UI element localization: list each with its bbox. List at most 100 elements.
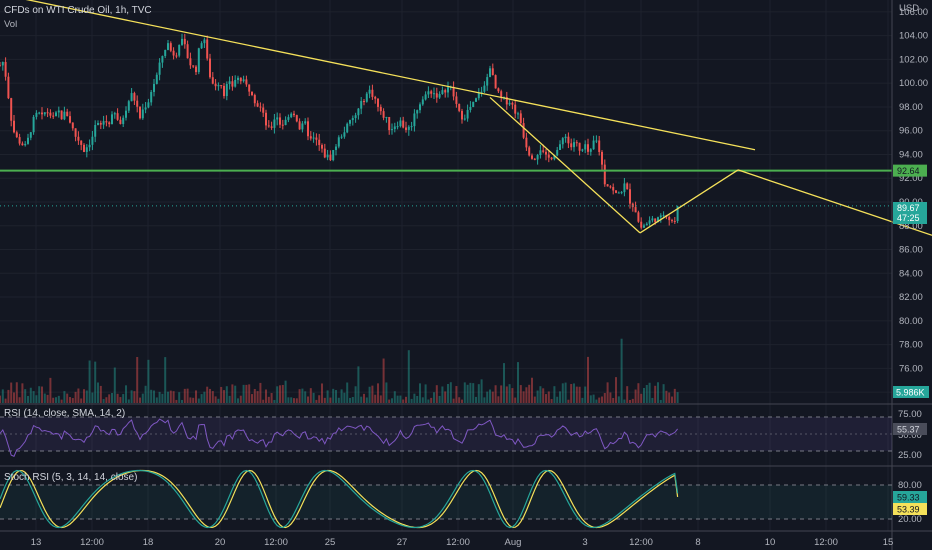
candle-body <box>248 84 251 92</box>
time-tick: 12:00 <box>814 537 838 548</box>
volume-bar <box>133 391 136 403</box>
candle-body <box>113 113 116 115</box>
volume-bar <box>251 394 253 403</box>
candle-body <box>88 144 91 148</box>
volume-bar <box>307 396 309 403</box>
candle-body <box>63 111 66 120</box>
candle-body <box>231 81 234 87</box>
rsi-badge[interactable] <box>893 423 927 435</box>
volume-bar <box>52 397 55 403</box>
stoch-d-badge[interactable] <box>893 503 927 515</box>
trendline[interactable] <box>737 169 932 236</box>
candle-body <box>578 142 581 151</box>
volume-bar <box>60 399 63 403</box>
volume-bar <box>10 382 13 403</box>
candle-body <box>127 101 130 111</box>
volume-bar <box>91 392 94 403</box>
volume-bar <box>197 398 200 403</box>
candle-body <box>49 112 52 116</box>
volume-bar <box>181 399 183 403</box>
volume-bar <box>539 386 542 403</box>
volume-bar <box>13 392 15 403</box>
volume-bar <box>301 388 304 403</box>
volume-bar <box>662 384 665 403</box>
candle-body <box>125 110 127 118</box>
candles[interactable] <box>0 33 679 230</box>
stoch-k-badge[interactable] <box>893 491 927 503</box>
volume-bar <box>517 362 519 403</box>
time-tick: 3 <box>582 537 587 548</box>
volume-bar <box>575 386 578 403</box>
volume-bar <box>304 391 307 403</box>
candle-body <box>29 132 32 138</box>
candle-body <box>550 157 553 160</box>
candle-body <box>133 93 136 101</box>
candle-body <box>452 86 455 97</box>
candle-body <box>60 110 63 120</box>
time-axis[interactable]: 13 12:00 18 20 12:00 25 27 12:00 Aug 3 12:00 8 10 12:… <box>31 537 894 548</box>
volume-bar <box>407 350 410 403</box>
volume-bar <box>161 393 164 403</box>
volume-bar <box>209 388 211 403</box>
trendline[interactable] <box>639 169 739 234</box>
trendlines[interactable] <box>0 0 932 236</box>
candle-body <box>209 58 211 78</box>
rsi-line[interactable] <box>0 418 678 457</box>
price-tick: 76.00 <box>899 363 923 374</box>
volume-bar <box>18 397 21 403</box>
candle-body <box>192 65 195 67</box>
volume-bar <box>643 387 645 403</box>
time-tick: 12:00 <box>446 537 470 548</box>
candle-body <box>458 103 461 111</box>
candle-body <box>130 93 133 102</box>
volume-bar <box>262 399 265 403</box>
stoch-d-line[interactable] <box>0 469 679 529</box>
candle-body <box>374 96 377 99</box>
candle-body <box>175 55 178 57</box>
candle-body <box>461 110 463 120</box>
candle-body <box>626 183 629 190</box>
volume-bar <box>449 382 452 403</box>
time-tick: 13 <box>31 537 42 548</box>
trendline[interactable] <box>0 0 756 151</box>
candle-body <box>508 102 511 105</box>
volume-bar <box>130 390 133 403</box>
candle-body <box>382 111 385 118</box>
candle-body <box>265 112 267 126</box>
last-price-badge[interactable] <box>893 202 927 224</box>
time-tick: 12:00 <box>80 537 104 548</box>
volume-bar <box>491 391 494 403</box>
level-badge[interactable] <box>893 164 927 177</box>
candle-body <box>511 102 514 105</box>
volume-bar <box>486 391 489 403</box>
volume-bar <box>659 399 662 403</box>
volume-bar <box>433 392 435 403</box>
candle-body <box>52 115 55 117</box>
volume-bar <box>651 397 654 403</box>
volume-bar <box>287 397 290 403</box>
candle-body <box>455 96 458 104</box>
candle-body <box>4 61 7 77</box>
candle-body <box>435 93 438 98</box>
volume-bar <box>419 383 421 403</box>
candle-body <box>491 68 494 76</box>
volume-bar <box>164 357 167 403</box>
stoch-k-line[interactable] <box>0 469 679 529</box>
candle-body <box>251 91 253 96</box>
volume-bar <box>508 384 511 403</box>
price-axis-unit: USD <box>899 3 919 14</box>
volume-badge[interactable] <box>893 386 929 398</box>
trendline[interactable] <box>489 96 641 234</box>
stoch-k-badge-value: 59.33 <box>897 493 920 503</box>
volume-bar <box>564 382 567 403</box>
volume-bar <box>483 397 486 403</box>
volume-bar <box>365 397 368 403</box>
stoch-band <box>0 485 892 519</box>
countdown-value: 47:25 <box>897 213 920 223</box>
candle-body <box>335 146 337 150</box>
candle-body <box>321 145 323 149</box>
volume-bar <box>234 385 237 403</box>
volume-bar <box>393 391 396 403</box>
candle-body <box>298 121 301 130</box>
